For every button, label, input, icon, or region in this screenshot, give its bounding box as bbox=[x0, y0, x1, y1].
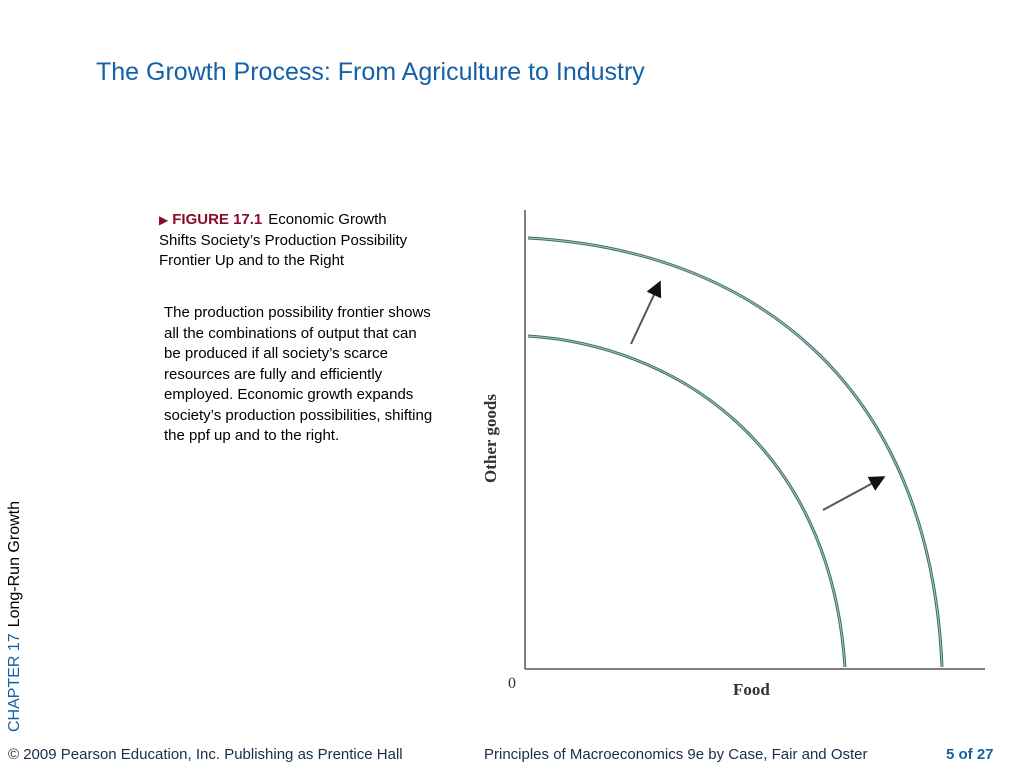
footer-book-title: Principles of Macroeconomics 9e by Case,… bbox=[484, 746, 868, 763]
ppf-shifted-curve bbox=[527, 236, 944, 668]
triangle-right-icon: ▶ bbox=[159, 213, 169, 227]
ppf-diagram: Other goods Food 0 bbox=[481, 210, 985, 699]
shift-arrow-right bbox=[822, 476, 886, 511]
ppf-original-curve bbox=[527, 334, 847, 668]
page-number: 5 of 27 bbox=[946, 746, 994, 763]
chapter-number: CHAPTER 17 bbox=[6, 633, 23, 732]
y-axis-label: Other goods bbox=[481, 394, 500, 483]
shift-arrow-up bbox=[630, 280, 662, 345]
figure-caption: ▶ FIGURE 17.1 Economic Growth Shifts Socie… bbox=[159, 210, 427, 272]
chapter-title: Long-Run Growth bbox=[6, 501, 23, 628]
x-axis-label: Food bbox=[733, 680, 770, 699]
figure-caption-title: Economic Growth Shifts Society’s Product… bbox=[159, 211, 408, 269]
chapter-sidebar-label: CHAPTER 17 Long-Run Growth bbox=[6, 501, 24, 732]
figure-label: FIGURE 17.1 bbox=[172, 211, 263, 228]
figure-description: The production possibility frontier show… bbox=[164, 304, 433, 444]
origin-label: 0 bbox=[508, 675, 516, 692]
footer-copyright: © 2009 Pearson Education, Inc. Publishin… bbox=[8, 746, 403, 763]
slide-title: The Growth Process: From Agriculture to … bbox=[96, 58, 645, 86]
